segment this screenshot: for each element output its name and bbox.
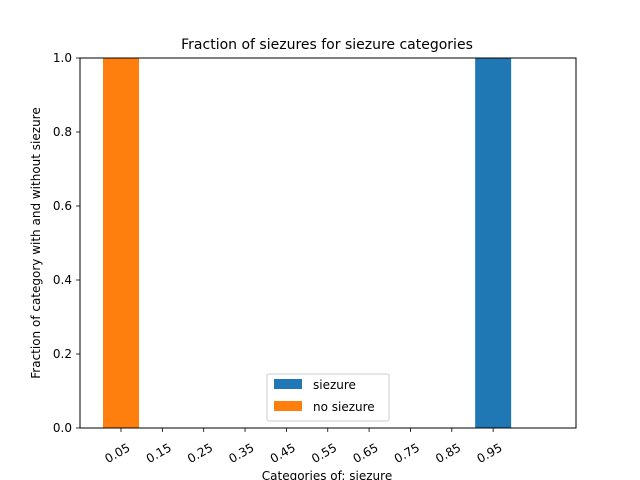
- x-tick-label: 0.15: [144, 440, 174, 465]
- bars-group: [103, 58, 512, 428]
- x-tick-label: 0.55: [309, 440, 339, 465]
- x-axis-label: Categories of: siezure: [262, 469, 392, 480]
- legend: siezure no siezure: [266, 373, 390, 422]
- y-tick-label: 0.2: [53, 347, 72, 361]
- x-tick-label: 0.25: [185, 440, 215, 465]
- bar-siezure-0.95: [475, 58, 512, 428]
- x-axis: 0.05 0.15 0.25 0.35 0.45 0.55 0.65 0.75 0.85 0.95: [102, 428, 505, 466]
- legend-label-siezure: siezure: [313, 378, 356, 392]
- x-tick-label: 0.85: [433, 440, 463, 465]
- x-tick-label: 0.65: [350, 440, 380, 465]
- y-tick-label: 1.0: [53, 51, 72, 65]
- y-axis-label: Fraction of category with and without si…: [29, 107, 43, 378]
- x-tick-label: 0.05: [102, 440, 132, 465]
- chart-title: Fraction of siezures for siezure categor…: [181, 37, 473, 53]
- x-tick-label: 0.35: [226, 440, 256, 465]
- x-tick-label: 0.45: [268, 440, 298, 465]
- legend-swatch-no-siezure: [274, 401, 302, 411]
- x-tick-label: 0.95: [475, 440, 505, 465]
- legend-swatch-siezure: [274, 379, 302, 389]
- y-tick-label: 0.0: [53, 421, 72, 435]
- x-tick-label: 0.75: [392, 440, 422, 465]
- y-tick-label: 0.6: [53, 199, 72, 213]
- bar-no-siezure-0.05: [103, 58, 139, 428]
- legend-label-no-siezure: no siezure: [313, 400, 375, 414]
- y-tick-label: 0.8: [53, 125, 72, 139]
- y-axis: 0.0 0.2 0.4 0.6 0.8 1.0: [53, 51, 80, 435]
- y-tick-label: 0.4: [53, 273, 72, 287]
